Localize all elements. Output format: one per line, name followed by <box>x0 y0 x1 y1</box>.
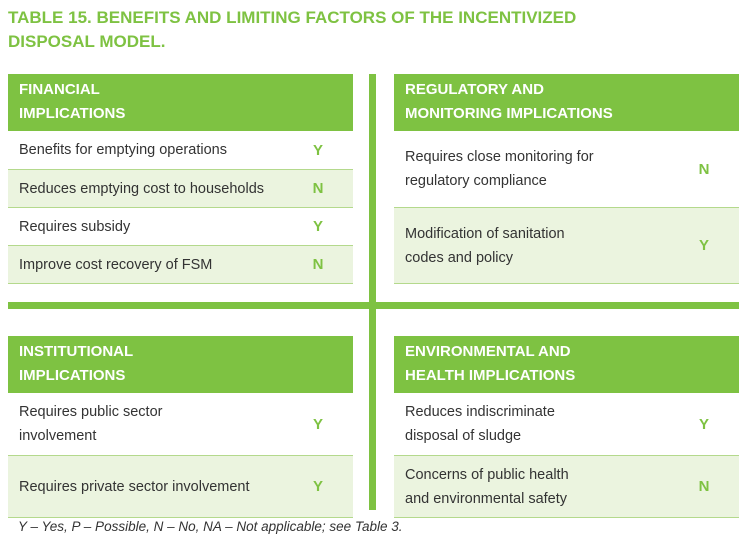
table-row: Requires private sector involvement Y <box>8 455 353 517</box>
row-value: N <box>698 160 710 178</box>
row-label-line1: Requires public sector <box>19 404 163 420</box>
financial-heading-line1: FINANCIAL <box>19 81 100 98</box>
table-title-line1: TABLE 15. BENEFITS AND LIMITING FACTORS … <box>8 8 577 27</box>
institutional-panel: INSTITUTIONAL IMPLICATIONS Requires publ… <box>8 336 353 518</box>
financial-panel: FINANCIAL IMPLICATIONS Benefits for empt… <box>8 74 353 284</box>
row-value: N <box>698 478 710 495</box>
environmental-heading-line1: ENVIRONMENTAL AND <box>405 343 571 360</box>
table-row: Improve cost recovery of FSM N <box>8 245 353 283</box>
row-label-line2: and environmental safety <box>405 490 568 507</box>
table-row: Concerns of public health and environmen… <box>394 455 739 517</box>
table-title: TABLE 15. BENEFITS AND LIMITING FACTORS … <box>8 6 728 54</box>
institutional-heading-line2: IMPLICATIONS <box>19 367 126 384</box>
row-label-line1: Concerns of public health <box>405 466 569 483</box>
table-row: Reduces emptying cost to households N <box>8 169 353 207</box>
row-label: Improve cost recovery of FSM <box>19 256 213 273</box>
environmental-panel: ENVIRONMENTAL AND HEALTH IMPLICATIONS Re… <box>394 336 739 518</box>
row-label: Requires close monitoring for regulatory… <box>394 145 669 193</box>
row-label: Requires subsidy <box>19 218 131 235</box>
row-label: Reduces emptying cost to households <box>19 180 265 197</box>
environmental-heading-line2: HEALTH IMPLICATIONS <box>405 367 576 384</box>
footnote: Y – Yes, P – Possible, N – No, NA – Not … <box>18 519 403 534</box>
horizontal-divider <box>8 302 739 309</box>
row-label: Requires public sector involvement <box>8 400 283 448</box>
table-row: Requires subsidy Y <box>8 207 353 245</box>
row-value: N <box>312 180 324 197</box>
financial-rows: Benefits for emptying operations Y Reduc… <box>8 131 353 284</box>
table-title-line2: DISPOSAL MODEL. <box>8 32 166 51</box>
row-value: N <box>312 256 324 273</box>
row-value: Y <box>312 478 323 495</box>
row-label: Benefits for emptying operations <box>19 142 227 158</box>
row-value: Y <box>312 141 323 159</box>
environmental-rows: Reduces indiscriminate disposal of sludg… <box>394 393 739 518</box>
institutional-header: INSTITUTIONAL IMPLICATIONS <box>8 336 353 393</box>
row-label: Modification of sanitation codes and pol… <box>394 222 669 270</box>
row-value: Y <box>312 415 323 433</box>
institutional-heading-line1: INSTITUTIONAL <box>19 343 134 360</box>
environmental-header: ENVIRONMENTAL AND HEALTH IMPLICATIONS <box>394 336 739 393</box>
financial-header: FINANCIAL IMPLICATIONS <box>8 74 353 131</box>
row-label-line2: regulatory compliance <box>405 173 547 189</box>
row-label-line1: Requires close monitoring for <box>405 149 594 165</box>
row-value: Y <box>312 218 323 235</box>
regulatory-panel: REGULATORY AND MONITORING IMPLICATIONS R… <box>394 74 739 284</box>
row-label: Requires private sector involvement <box>8 475 283 499</box>
institutional-rows: Requires public sector involvement Y Req… <box>8 393 353 518</box>
row-label-line1: Requires private sector involvement <box>19 478 250 495</box>
row-value: Y <box>698 415 709 433</box>
table-row: Requires close monitoring for regulatory… <box>394 131 739 207</box>
table-row: Requires public sector involvement Y <box>8 393 353 455</box>
financial-heading-line2: IMPLICATIONS <box>19 105 126 122</box>
regulatory-rows: Requires close monitoring for regulatory… <box>394 131 739 284</box>
regulatory-heading-line2: MONITORING IMPLICATIONS <box>405 105 613 122</box>
row-label: Reduces indiscriminate disposal of sludg… <box>394 400 669 448</box>
table-row: Modification of sanitation codes and pol… <box>394 207 739 283</box>
row-value: Y <box>698 237 709 254</box>
row-label-line2: disposal of sludge <box>405 428 522 444</box>
regulatory-heading-line1: REGULATORY AND <box>405 81 544 98</box>
row-label-line1: Reduces indiscriminate <box>405 404 555 420</box>
table-row: Benefits for emptying operations Y <box>8 131 353 169</box>
row-label-line1: Modification of sanitation <box>405 225 565 242</box>
table-row: Reduces indiscriminate disposal of sludg… <box>394 393 739 455</box>
vertical-divider <box>369 74 376 510</box>
row-label-line2: involvement <box>19 428 97 444</box>
regulatory-header: REGULATORY AND MONITORING IMPLICATIONS <box>394 74 739 131</box>
row-label-line2: codes and policy <box>405 249 514 266</box>
row-label: Concerns of public health and environmen… <box>394 463 669 511</box>
